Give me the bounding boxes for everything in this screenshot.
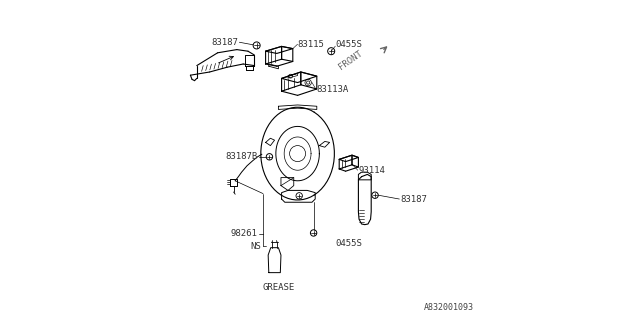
Text: 0455S: 0455S — [335, 40, 362, 49]
Text: 93114: 93114 — [358, 166, 385, 175]
Text: 83113A: 83113A — [317, 85, 349, 94]
Text: 83187B: 83187B — [225, 152, 258, 161]
Text: GREASE: GREASE — [262, 283, 294, 292]
Text: NS: NS — [250, 242, 261, 251]
Text: 83187: 83187 — [212, 38, 239, 47]
Text: 83115: 83115 — [298, 40, 324, 49]
Text: 0455S: 0455S — [335, 239, 362, 248]
Text: FRONT: FRONT — [337, 49, 364, 72]
Text: 83187: 83187 — [400, 195, 427, 204]
Text: A832001093: A832001093 — [424, 303, 474, 312]
Text: 98261: 98261 — [231, 229, 258, 238]
